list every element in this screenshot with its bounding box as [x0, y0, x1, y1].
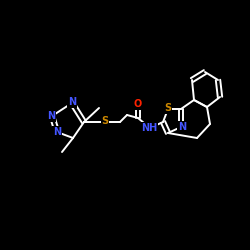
Text: NH: NH: [141, 123, 157, 133]
Text: N: N: [68, 97, 76, 107]
Text: N: N: [47, 111, 55, 121]
Text: S: S: [164, 103, 172, 113]
Text: N: N: [178, 122, 186, 132]
Text: N: N: [53, 127, 61, 137]
Text: O: O: [134, 99, 142, 109]
Text: S: S: [102, 116, 108, 126]
